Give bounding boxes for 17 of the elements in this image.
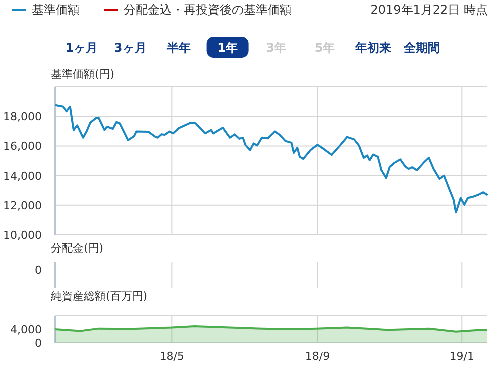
legend-label: 基準価額	[32, 3, 80, 17]
y-tick-label: 0	[35, 337, 42, 350]
y-axis-title: 純資産総額(百万円)	[51, 290, 148, 303]
legend-label: 分配金込・再投資後の基準価額	[124, 3, 292, 17]
y-tick-label: 12,000	[4, 199, 42, 212]
y-tick-label: 10,000	[4, 229, 42, 242]
y-tick-label: 14,000	[4, 170, 42, 183]
chart-subtitle: 2019年1月22日 時点	[370, 3, 488, 17]
x-tick-label: 18/5	[160, 350, 185, 363]
y-tick-label: 18,000	[4, 110, 42, 124]
x-tick-label: 19/1	[450, 350, 474, 363]
text: 分配金(円)	[51, 242, 104, 255]
y-tick-label: 16,000	[4, 140, 42, 154]
line-series	[55, 104, 488, 214]
y-tick-label: 4,000	[10, 324, 42, 336]
x-tick-label: 18/9	[305, 350, 330, 363]
y-axis-title: 基準価額(円)	[51, 68, 115, 81]
